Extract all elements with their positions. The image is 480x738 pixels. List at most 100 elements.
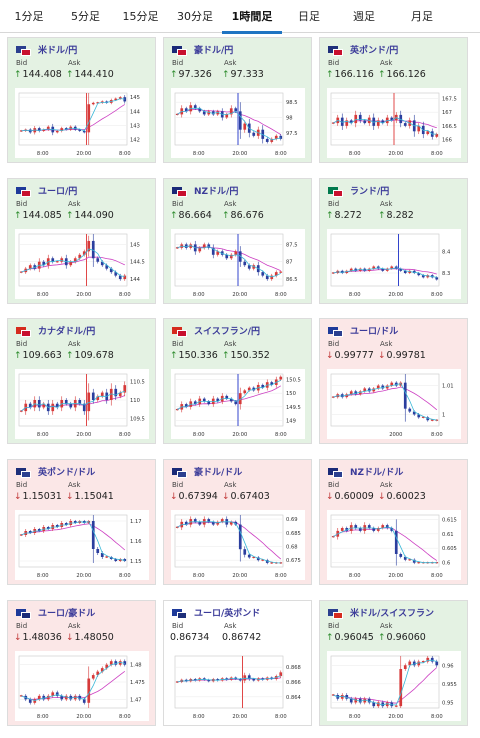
price-chart[interactable]: 110.5 110 109.5 8:00 20:00 8:00 — [15, 369, 149, 439]
candle-body — [358, 528, 362, 531]
price-chart[interactable]: 0.615 0.61 0.605 0.6 8:00 20:00 8:00 — [327, 510, 461, 580]
candle-body — [105, 556, 109, 558]
rate-card-nzd-jpy[interactable]: NZドル/円 Bid Ask ↑86.664 ↑86.676 87.5 87 86.… — [163, 178, 312, 304]
currency-flag-icon — [328, 467, 344, 478]
bid-value: ↑97.326 — [170, 69, 212, 80]
y-tick-label: 0.96 — [442, 663, 454, 669]
rate-card-eur-usd[interactable]: ユーロ/ドル Bid Ask ↓0.99777 ↓0.99781 1.01 1 20… — [319, 318, 468, 444]
short-moving-average-line — [177, 380, 281, 410]
candle-body — [234, 108, 238, 112]
rate-card-nzd-usd[interactable]: NZドル/ドル Bid Ask ↓0.60009 ↓0.60023 0.615 0… — [319, 459, 468, 585]
short-moving-average-line — [333, 383, 437, 421]
pair-title-link[interactable]: ランド/円 — [328, 184, 390, 197]
pair-title-link[interactable]: NZドル/円 — [172, 184, 238, 197]
tab-7[interactable]: 月足 — [411, 10, 433, 23]
candle-body — [279, 135, 283, 139]
rate-card-chf-jpy[interactable]: スイスフラン/円 Bid Ask ↑150.336 ↑150.352 150.5… — [163, 318, 312, 444]
currency-flag-icon — [172, 467, 188, 478]
pair-title-link[interactable]: 英ポンド/ドル — [16, 465, 95, 478]
candle-body — [69, 695, 73, 700]
candle-body — [42, 129, 46, 131]
price-chart[interactable]: 8.4 8.3 8:00 20:00 8:00 — [327, 229, 461, 299]
candle-body — [91, 240, 95, 259]
bid-value: ↑144.085 — [14, 210, 62, 221]
tab-4[interactable]: 1時間足 — [222, 0, 282, 34]
y-tick-label: 1.48 — [130, 663, 142, 669]
price-chart[interactable]: 167.5 167 166.5 166 8:00 20:00 8:00 — [327, 88, 461, 158]
candle-body — [247, 554, 251, 558]
pair-title-link[interactable]: 米ドル/スイスフラン — [328, 606, 435, 619]
pair-title-link[interactable]: カナダドル/円 — [16, 324, 95, 337]
pair-title-link[interactable]: ユーロ/豪ドル — [16, 606, 95, 619]
candle-body — [261, 559, 265, 561]
pair-title-link[interactable]: 米ドル/円 — [16, 43, 77, 56]
price-chart[interactable]: 98.5 98 97.5 8:00 20:00 8:00 — [171, 88, 305, 158]
rate-card-aud-jpy[interactable]: 豪ドル/円 Bid Ask ↑97.326 ↑97.333 98.5 98 97.5… — [163, 37, 312, 163]
price-chart[interactable]: 0.96 0.955 0.95 8:00 20:00 8:00 — [327, 651, 461, 721]
price-chart[interactable]: 1.17 1.16 1.15 8:00 20:00 8:00 — [15, 510, 149, 580]
rate-card-cad-jpy[interactable]: カナダドル/円 Bid Ask ↑109.663 ↑109.678 110.5 1… — [7, 318, 156, 444]
candle-body — [96, 258, 100, 262]
pair-title-link[interactable]: ユーロ/ドル — [328, 324, 398, 337]
y-tick-label: 97.5 — [286, 131, 298, 137]
candle-body — [363, 120, 367, 124]
tab-6[interactable]: 週足 — [353, 10, 375, 23]
pair-title-link[interactable]: スイスフラン/円 — [172, 324, 260, 337]
tab-5[interactable]: 日足 — [298, 10, 320, 23]
x-tick-label: 20:00 — [232, 292, 247, 298]
y-tick-label: 149.5 — [286, 405, 301, 411]
rate-card-zar-jpy[interactable]: ランド/円 Bid Ask ↑8.272 ↑8.282 8.4 8.3 8:00 20… — [319, 178, 468, 304]
tab-0[interactable]: 1分足 — [14, 10, 44, 23]
pair-title-link[interactable]: NZドル/ドル — [328, 465, 403, 478]
pair-title-link[interactable]: ユーロ/円 — [16, 184, 77, 197]
chart-svg: 1.48 1.475 1.47 8:00 20:00 8:00 — [18, 655, 145, 720]
candle-body — [37, 400, 41, 408]
price-chart[interactable]: 87.5 87 86.5 8:00 20:00 8:00 — [171, 229, 305, 299]
pair-title-link[interactable]: 英ポンド/円 — [328, 43, 398, 56]
candle-body — [247, 675, 251, 680]
price-chart[interactable]: 145 144 143 142 8:00 20:00 8:00 — [15, 88, 149, 158]
tab-3[interactable]: 30分足 — [177, 10, 213, 23]
candle-body — [421, 416, 425, 418]
rate-card-eur-gbp[interactable]: ユーロ/英ポンド Bid Ask 0.86734 0.86742 0.868 0.… — [163, 600, 312, 726]
long-moving-average-line — [177, 109, 282, 135]
tab-2[interactable]: 15分足 — [122, 10, 159, 23]
candle-body — [247, 265, 251, 269]
rate-card-gbp-usd[interactable]: 英ポンド/ドル Bid Ask ↓1.15031 ↓1.15041 1.17 1.… — [7, 459, 156, 585]
rate-card-gbp-jpy[interactable]: 英ポンド/円 Bid Ask ↑166.116 ↑166.126 167.5 16… — [319, 37, 468, 163]
candle-body — [175, 408, 179, 411]
pair-name: 米ドル/スイスフラン — [350, 609, 435, 619]
ask-price: 166.126 — [386, 69, 426, 80]
rate-card-usd-jpy[interactable]: 米ドル/円 Bid Ask ↑144.408 ↑144.410 145 144 14… — [7, 37, 156, 163]
rate-card-eur-aud[interactable]: ユーロ/豪ドル Bid Ask ↓1.48036 ↓1.48050 1.48 1.… — [7, 600, 156, 726]
price-chart[interactable]: 1.01 1 2000 8:00 — [327, 369, 461, 439]
candle-body — [73, 521, 77, 523]
price-chart[interactable]: 0.868 0.866 0.864 8:00 20:00 8:00 — [171, 651, 305, 721]
y-tick-label: 109.5 — [130, 417, 145, 423]
price-chart[interactable]: 1.48 1.475 1.47 8:00 20:00 8:00 — [15, 651, 149, 721]
rate-card-eur-jpy[interactable]: ユーロ/円 Bid Ask ↑144.085 ↑144.090 145 144.5… — [7, 178, 156, 304]
x-tick-label: 8:00 — [37, 714, 49, 720]
chart-svg: 87.5 87 86.5 8:00 20:00 8:00 — [174, 233, 298, 298]
price-chart[interactable]: 145 144.5 144 8:00 20:00 8:00 — [15, 229, 149, 299]
trend-arrow-icon: ↑ — [326, 211, 334, 221]
y-tick-label: 166 — [442, 138, 452, 144]
rate-card-usd-chf[interactable]: 米ドル/スイスフラン Bid Ask ↑0.96045 ↑0.96060 0.9… — [319, 600, 468, 726]
ask-value: ↑144.090 — [66, 210, 114, 221]
pair-title-link[interactable]: 豪ドル/ドル — [172, 465, 242, 478]
pair-title-link[interactable]: 豪ドル/円 — [172, 43, 233, 56]
x-tick-label: 8:00 — [193, 573, 205, 579]
rate-card-aud-usd[interactable]: 豪ドル/ドル Bid Ask ↓0.67394 ↓0.67403 0.69 0.6… — [163, 459, 312, 585]
x-tick-label: 8:00 — [37, 292, 49, 298]
x-tick-label: 8:00 — [349, 151, 361, 157]
pair-name: ランド/円 — [350, 187, 390, 197]
candle-body — [331, 122, 335, 124]
tab-1[interactable]: 5分足 — [71, 10, 100, 23]
x-tick-label: 20:00 — [76, 573, 91, 579]
price-chart[interactable]: 0.69 0.685 0.68 0.675 8:00 20:00 8:00 — [171, 510, 305, 580]
candle-body — [229, 521, 233, 525]
trend-arrow-icon: ↓ — [378, 492, 386, 502]
price-chart[interactable]: 150.5 150 149.5 149 8:00 20:00 8:00 — [171, 369, 305, 439]
chart-frame — [330, 92, 440, 146]
pair-title-link[interactable]: ユーロ/英ポンド — [172, 606, 260, 619]
